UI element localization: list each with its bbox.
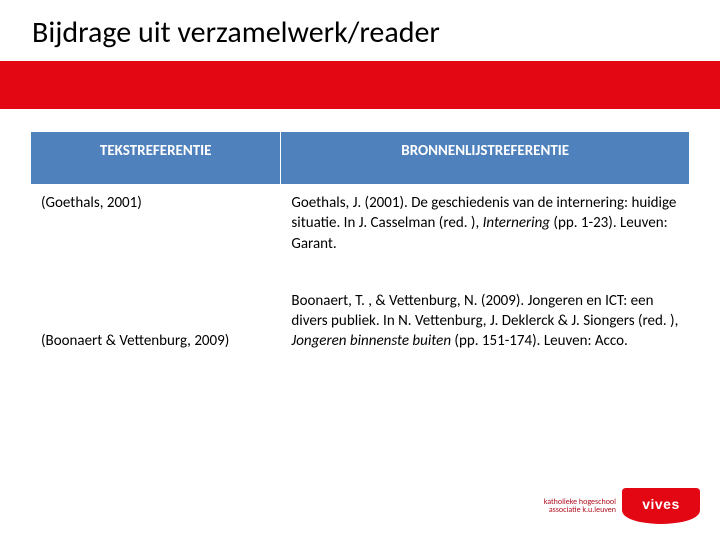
- ref-text-italic: Internering: [483, 214, 550, 232]
- reference-table: TEKSTREFERENTIE BRONNENLIJSTREFERENTIE (…: [30, 131, 690, 381]
- ref-text-post: (pp. 151-174). Leuven: Acco.: [451, 332, 628, 350]
- cell-bronnenlijstreferentie: Goethals, J. (2001). De geschiedenis van…: [281, 185, 690, 283]
- content-area: TEKSTREFERENTIE BRONNENLIJSTREFERENTIE (…: [0, 109, 720, 381]
- accent-band: [0, 61, 720, 109]
- table-row: (Boonaert & Vettenburg, 2009) Boonaert, …: [31, 282, 690, 380]
- column-header-bronnenlijstreferentie: BRONNENLIJSTREFERENTIE: [281, 132, 690, 185]
- vives-logo: vives: [622, 488, 700, 524]
- logo-subtext-line2: associatie k.u.leuven: [544, 506, 616, 514]
- footer-logo: katholieke hogeschool associatie k.u.leu…: [544, 488, 700, 524]
- vives-text: vives: [622, 496, 700, 512]
- column-header-tekstreferentie: TEKSTREFERENTIE: [31, 132, 281, 185]
- slide-title: Bijdrage uit verzamelwerk/reader: [0, 0, 720, 61]
- cell-tekstreferentie: (Goethals, 2001): [31, 185, 281, 283]
- ref-text-italic: Jongeren binnenste buiten: [291, 332, 451, 350]
- table-row: (Goethals, 2001) Goethals, J. (2001). De…: [31, 185, 690, 283]
- ref-text-pre: Boonaert, T. , & Vettenburg, N. (2009). …: [291, 292, 678, 330]
- cell-bronnenlijstreferentie: Boonaert, T. , & Vettenburg, N. (2009). …: [281, 282, 690, 380]
- logo-subtext: katholieke hogeschool associatie k.u.leu…: [544, 498, 616, 515]
- cell-tekstreferentie: (Boonaert & Vettenburg, 2009): [31, 282, 281, 380]
